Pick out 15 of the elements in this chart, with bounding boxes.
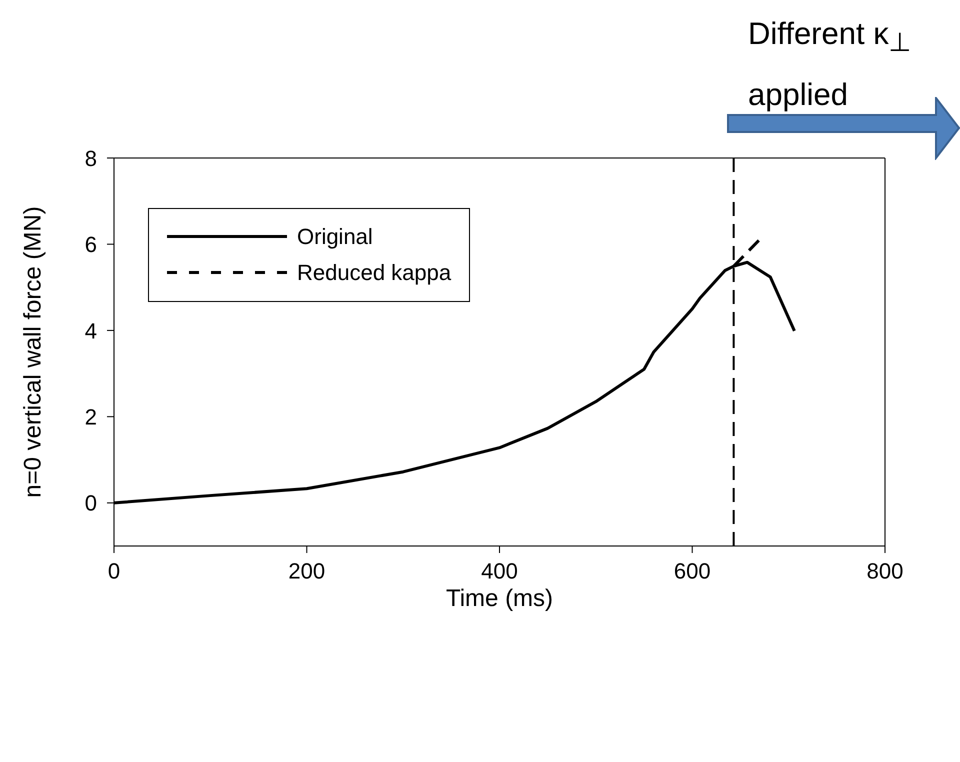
- y-tick-label: 2: [84, 404, 97, 430]
- y-tick-label: 8: [84, 146, 97, 171]
- y-tick-label: 4: [84, 318, 97, 344]
- y-tick-label: 6: [84, 232, 97, 258]
- y-axis-title: n=0 vertical wall force (MN): [20, 206, 47, 498]
- legend-label: Original: [297, 224, 373, 250]
- x-tick-label: 0: [108, 558, 120, 584]
- x-tick-label: 800: [866, 558, 904, 584]
- legend-label: Reduced kappa: [297, 260, 452, 286]
- x-tick-label: 400: [481, 558, 518, 584]
- x-tick-label: 200: [288, 558, 326, 584]
- x-tick-label: 600: [674, 558, 711, 584]
- text: Different κ$_{⊥}$ applied: [748, 16, 912, 112]
- x-axis-title: Time (ms): [446, 585, 554, 612]
- y-tick-label: 0: [84, 490, 97, 516]
